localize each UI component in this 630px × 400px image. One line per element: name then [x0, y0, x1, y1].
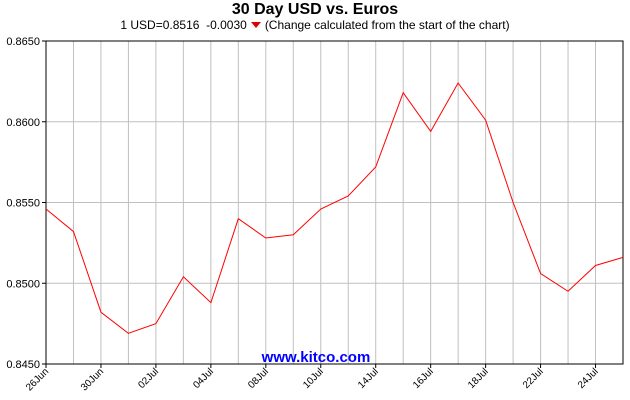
chart-title: 30 Day USD vs. Euros	[231, 1, 399, 18]
change-text: -0.0030	[206, 18, 247, 32]
y-tick-label: 0.8550	[6, 198, 40, 210]
x-tick-label: 02Jul	[136, 366, 161, 391]
y-tick-label: 0.8650	[6, 36, 40, 48]
change-note: (Change calculated from the start of the…	[264, 18, 510, 32]
watermark-text: www.kitco.com	[261, 349, 371, 366]
x-tick-label: 16Jul	[411, 366, 436, 391]
chart-subtitle: 1 USD=0.8516 -0.0030 (Change calculated f…	[0, 18, 630, 32]
series-line-usd-eur	[45, 82, 624, 334]
y-tick-label: 0.8500	[6, 278, 40, 290]
y-tick-label: 0.8450	[6, 359, 40, 371]
y-tick-label: 0.8600	[6, 117, 40, 129]
x-tick-label: 18Jul	[466, 366, 491, 391]
y-axis: 0.8450 0.8500 0.8550 0.8600 0.8650	[6, 36, 46, 371]
x-tick-label: 24Jul	[576, 366, 601, 391]
x-tick-label: 10Jul	[301, 366, 326, 391]
x-tick-label: 22Jul	[521, 366, 546, 391]
x-tick-label: 08Jul	[246, 366, 271, 391]
x-tick-label: 14Jul	[356, 366, 381, 391]
x-tick-label: 04Jul	[191, 366, 216, 391]
rate-text: 1 USD=0.8516	[120, 18, 200, 32]
x-tick-label: 30Jun	[79, 366, 106, 393]
x-axis: 26Jun 30Jun 02Jul 04Jul 08Jul 10Jul 14Jul 16Jul…	[24, 364, 601, 393]
down-arrow-icon	[250, 22, 261, 29]
